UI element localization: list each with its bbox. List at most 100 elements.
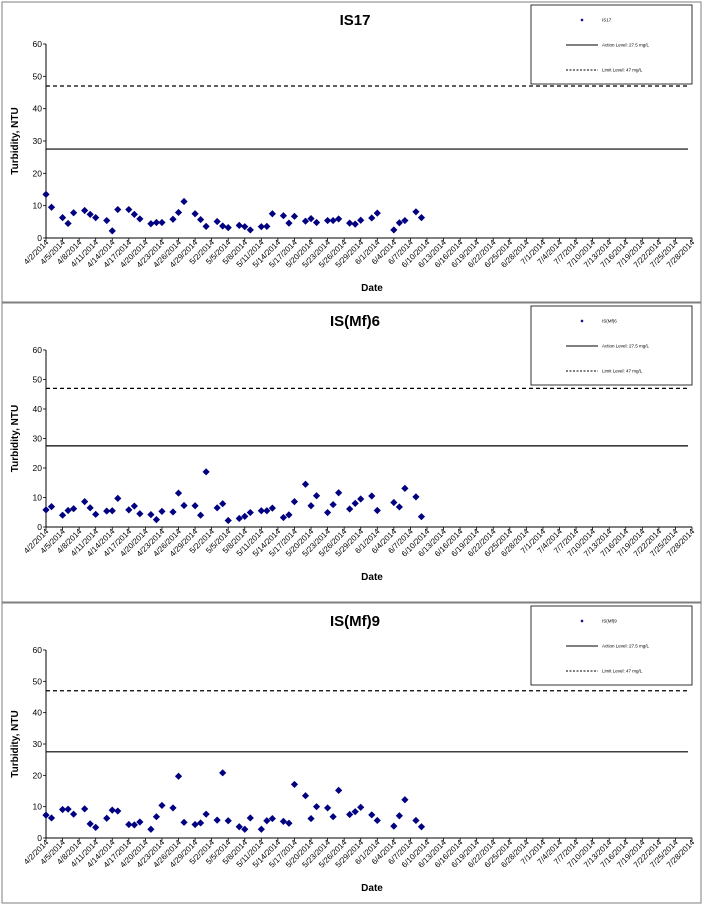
data-point <box>174 772 183 780</box>
data-point <box>92 214 100 222</box>
data-point <box>346 810 354 819</box>
data-point <box>169 804 177 812</box>
data-point <box>241 825 249 833</box>
data-point <box>174 208 183 217</box>
data-point <box>42 190 50 198</box>
data-point <box>224 224 232 232</box>
y-tick-label: 30 <box>33 136 43 146</box>
data-point <box>130 821 138 829</box>
legend-box <box>530 305 693 386</box>
data-point <box>213 504 221 512</box>
data-point <box>395 219 403 227</box>
data-point <box>92 510 100 518</box>
data-point <box>180 501 188 510</box>
data-point <box>368 811 376 819</box>
data-point <box>108 806 116 814</box>
data-point <box>86 504 94 512</box>
y-axis-label: Turbidity, NTU <box>10 710 21 777</box>
data-point <box>268 814 276 823</box>
data-point <box>152 218 161 227</box>
data-point <box>136 215 144 223</box>
data-point <box>219 500 227 508</box>
data-point <box>64 805 72 813</box>
data-point <box>368 492 376 500</box>
legend-label-series: IS(Mf)6 <box>602 319 617 324</box>
y-axis-label: Turbidity, NTU <box>10 405 21 472</box>
y-tick-label: 50 <box>33 676 43 686</box>
data-point <box>108 227 116 235</box>
data-point <box>180 818 188 826</box>
data-point <box>213 816 221 824</box>
data-point <box>301 217 310 225</box>
chart-title: IS(Mf)9 <box>330 613 380 630</box>
x-axis-label: Date <box>361 572 383 583</box>
data-point <box>47 503 56 511</box>
data-point <box>219 222 227 230</box>
legend-label-limit: Limit Level: 47 mg/L <box>602 68 643 73</box>
data-point <box>401 796 409 804</box>
data-point <box>351 499 359 507</box>
data-point <box>86 820 94 828</box>
data-point <box>81 805 89 813</box>
y-tick-label: 10 <box>33 493 43 503</box>
y-tick-label: 60 <box>33 39 43 49</box>
chart-frame-1 <box>1 1 702 303</box>
y-tick-label: 50 <box>33 71 43 81</box>
data-point <box>58 214 67 222</box>
data-point <box>329 813 337 821</box>
data-point <box>147 825 155 833</box>
y-tick-label: 0 <box>37 522 42 532</box>
data-point <box>401 216 409 225</box>
y-tick-label: 10 <box>33 802 43 812</box>
data-point <box>130 210 138 218</box>
data-point <box>147 511 155 519</box>
data-point <box>412 816 420 825</box>
data-point <box>412 208 420 216</box>
data-point <box>196 215 205 224</box>
data-point <box>417 513 426 521</box>
data-point <box>81 498 89 506</box>
data-point <box>263 507 271 515</box>
data-point <box>263 817 271 825</box>
data-point <box>70 505 78 513</box>
y-tick-label: 40 <box>33 404 43 414</box>
data-point <box>235 221 243 229</box>
data-point <box>169 215 177 223</box>
y-tick-label: 30 <box>33 434 43 444</box>
data-point <box>285 219 293 227</box>
data-point <box>42 811 50 819</box>
data-point <box>64 506 72 515</box>
data-point <box>290 212 299 220</box>
data-point <box>58 511 67 519</box>
data-point <box>285 511 293 519</box>
data-point <box>136 818 144 826</box>
data-point <box>64 219 72 228</box>
data-point <box>152 813 161 821</box>
data-point <box>357 495 365 503</box>
data-point <box>312 492 321 500</box>
chart-title: IS17 <box>340 12 371 29</box>
y-tick-label: 50 <box>33 375 43 385</box>
data-point <box>279 817 288 825</box>
data-point <box>130 502 138 510</box>
data-point <box>390 226 398 234</box>
data-point <box>136 510 144 518</box>
data-point <box>301 480 310 488</box>
data-point <box>390 822 398 830</box>
x-axis-label: Date <box>361 283 383 294</box>
data-point <box>158 801 166 810</box>
data-point <box>268 504 276 512</box>
legend-label-action: Action Level: 27.5 mg/L <box>602 43 650 48</box>
data-point <box>114 205 122 214</box>
data-point <box>346 505 354 513</box>
y-tick-label: 40 <box>33 708 43 718</box>
data-point <box>279 212 288 220</box>
data-point <box>335 215 343 223</box>
data-point <box>246 814 254 822</box>
data-point <box>47 814 56 822</box>
data-point <box>285 819 293 827</box>
data-point <box>191 820 199 829</box>
data-point <box>241 223 249 231</box>
data-point <box>301 792 310 800</box>
data-point <box>158 218 166 227</box>
